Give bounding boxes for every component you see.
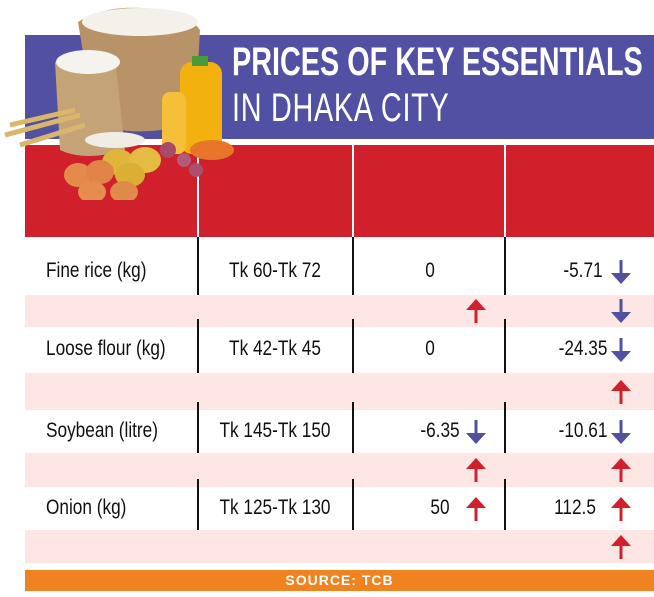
table-row-alt xyxy=(25,530,654,563)
price-range: Tk 145-Tk 150 xyxy=(219,418,331,442)
header-divider xyxy=(352,145,354,237)
column-divider xyxy=(197,319,199,373)
change-value-2: -24.35 xyxy=(558,337,608,360)
column-divider xyxy=(504,479,506,530)
arrow-down-icon xyxy=(466,419,486,444)
arrow-down-icon xyxy=(611,260,631,284)
item-name: Fine rice (kg) xyxy=(46,259,147,282)
change-value-2: 112.5 xyxy=(554,495,596,519)
column-divider xyxy=(197,237,199,295)
table-row-alt xyxy=(25,453,654,487)
title-line-2: IN DHAKA CITY xyxy=(232,86,450,130)
arrow-up-icon xyxy=(611,458,631,482)
food-essentials-illustration xyxy=(4,7,234,200)
change-value-1: 50 xyxy=(430,495,450,519)
arrow-up-icon xyxy=(611,379,631,404)
arrow-up-icon xyxy=(466,458,486,482)
arrow-down-icon xyxy=(611,338,631,362)
table-row-alt xyxy=(25,295,654,327)
arrow-up-icon xyxy=(466,496,486,521)
arrow-down-icon xyxy=(611,299,631,323)
arrow-up-icon xyxy=(466,299,486,323)
header-divider xyxy=(504,145,506,237)
source-label: SOURCE: TCB xyxy=(25,570,654,591)
column-divider xyxy=(504,319,506,373)
column-divider xyxy=(504,237,506,295)
arrow-up-icon xyxy=(611,496,631,521)
column-divider xyxy=(504,402,506,453)
header-divider xyxy=(197,145,199,237)
column-divider xyxy=(352,237,354,295)
item-name: Soybean (litre) xyxy=(46,418,158,442)
price-range: Tk 125-Tk 130 xyxy=(219,495,331,519)
table-row xyxy=(25,237,654,295)
price-range: Tk 60-Tk 72 xyxy=(229,259,321,282)
table-row xyxy=(25,410,654,453)
title-line-1: PRICES OF KEY ESSENTIALS xyxy=(232,40,643,84)
item-name: Onion (kg) xyxy=(46,495,127,519)
table-row xyxy=(25,487,654,530)
arrow-up-icon xyxy=(611,534,631,559)
column-divider xyxy=(197,402,199,453)
column-divider xyxy=(352,319,354,373)
price-range: Tk 42-Tk 45 xyxy=(229,337,321,360)
change-value-1: -6.35 xyxy=(420,418,460,442)
column-divider xyxy=(352,402,354,453)
table-row-alt xyxy=(25,373,654,410)
table-row xyxy=(25,327,654,373)
change-value-1: 0 xyxy=(425,259,435,282)
change-value-1: 0 xyxy=(425,337,435,360)
change-value-2: -10.61 xyxy=(558,418,608,442)
column-divider xyxy=(352,479,354,530)
column-divider xyxy=(197,479,199,530)
arrow-down-icon xyxy=(611,419,631,444)
change-value-2: -5.71 xyxy=(563,259,603,282)
item-name: Loose flour (kg) xyxy=(46,337,166,360)
